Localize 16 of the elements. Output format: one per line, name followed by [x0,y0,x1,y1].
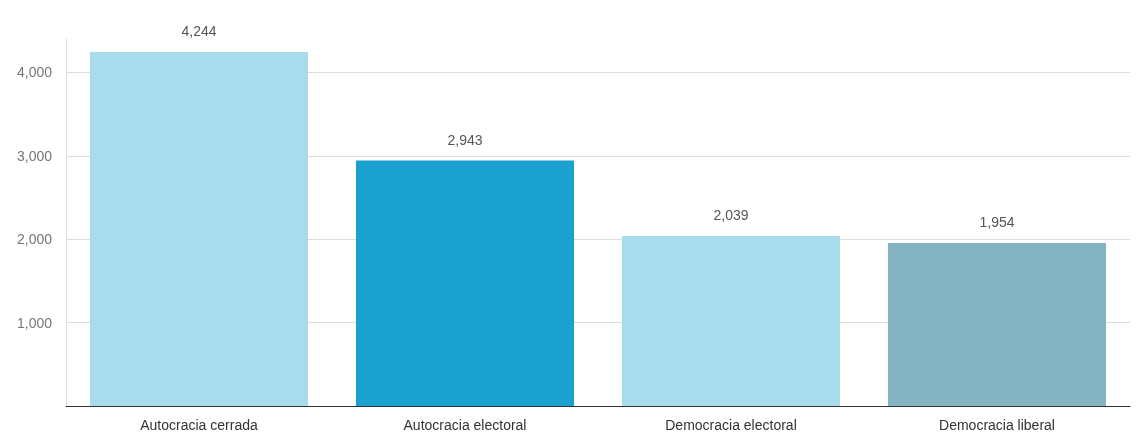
y-tick-label: 1,000 [16,314,53,331]
data-label: 1,954 [979,214,1015,231]
bar [887,243,1107,406]
data-label: 2,943 [447,131,483,148]
x-tick-label: Autocracia electoral [403,417,527,433]
bar [89,52,309,406]
bar [621,235,841,406]
data-label: 4,244 [181,23,217,40]
y-tick-label: 4,000 [16,64,53,81]
x-tick-label: Democracia electoral [665,417,797,433]
x-tick-label: Democracia liberal [939,417,1055,433]
x-tick-label: Autocracia cerrada [140,417,258,433]
y-tick-label: 2,000 [16,231,53,248]
data-label: 2,039 [713,206,749,223]
bar [355,160,575,406]
y-tick-label: 3,000 [16,147,53,164]
